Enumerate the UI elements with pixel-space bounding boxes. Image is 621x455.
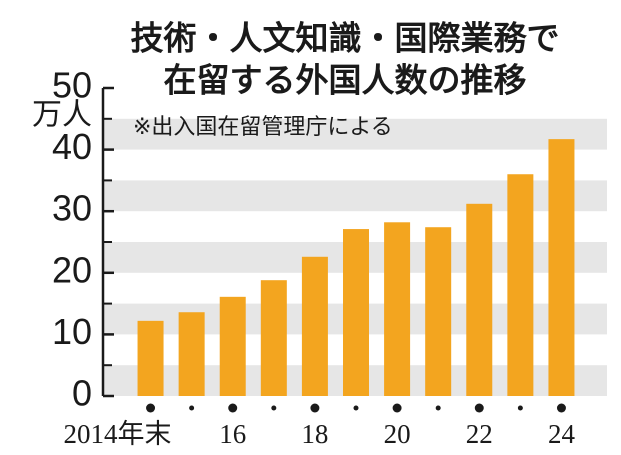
x-tick-label: 22 bbox=[466, 419, 493, 449]
x-dot bbox=[353, 405, 359, 411]
y-tick-label: 20 bbox=[52, 249, 92, 290]
x-dot bbox=[189, 405, 195, 411]
x-tick-label: 24 bbox=[548, 419, 576, 449]
y-tick-label: 30 bbox=[52, 188, 92, 229]
x-dot bbox=[146, 403, 156, 413]
chart-title: 技術・人文知識・国際業務で bbox=[131, 19, 560, 58]
bar bbox=[343, 229, 369, 396]
x-tick-label: 2014年末 bbox=[64, 419, 172, 449]
bar bbox=[548, 139, 575, 397]
bar bbox=[466, 203, 493, 396]
bar bbox=[425, 227, 452, 396]
bar bbox=[137, 320, 164, 396]
bar bbox=[178, 312, 205, 396]
y-tick-label: 50 bbox=[52, 65, 92, 106]
x-dot bbox=[474, 403, 484, 413]
x-tick-label: 18 bbox=[301, 419, 328, 449]
x-dot bbox=[392, 403, 402, 413]
bar bbox=[219, 296, 246, 396]
y-tick-label: 0 bbox=[72, 373, 92, 414]
grid-stripe bbox=[103, 118, 607, 150]
x-dot bbox=[556, 403, 566, 413]
bar bbox=[260, 280, 287, 396]
y-tick-label: 10 bbox=[52, 311, 92, 352]
x-dot bbox=[517, 405, 523, 411]
bar bbox=[384, 222, 411, 396]
x-dot bbox=[435, 405, 441, 411]
x-tick-label: 16 bbox=[219, 419, 246, 449]
x-dot bbox=[310, 403, 320, 413]
source-note: ※出入国在留管理庁による bbox=[133, 115, 393, 140]
bar bbox=[507, 174, 534, 396]
y-unit: 万人 bbox=[32, 98, 92, 133]
y-tick-label: 40 bbox=[52, 126, 92, 167]
chart-title: 在留する外国人数の推移 bbox=[164, 61, 527, 100]
x-tick-label: 20 bbox=[384, 419, 411, 449]
bar bbox=[301, 256, 328, 396]
x-dot bbox=[271, 405, 277, 411]
x-dot bbox=[228, 403, 238, 413]
